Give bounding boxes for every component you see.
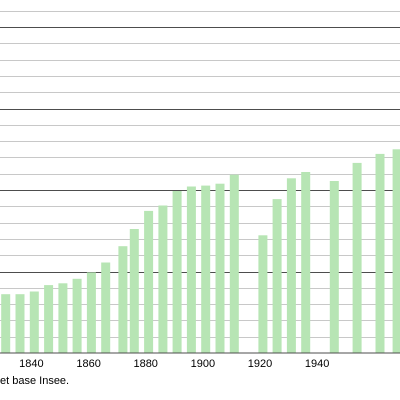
bar [352,162,362,353]
bar [129,229,139,353]
bar [72,278,82,353]
bar [229,174,239,353]
bar [392,149,400,353]
bar [172,191,182,353]
bar [86,272,96,353]
bar [15,294,25,353]
bar [118,246,128,353]
bar [158,205,168,353]
x-tick-labels: 1840 1860 1880 1900 1920 1940 [19,358,329,370]
bar [215,183,225,353]
bar [58,283,68,353]
source-note: et base Insee. [0,375,70,387]
bar [144,210,154,353]
bar [375,153,385,353]
x-tick-label: 1880 [133,358,157,370]
bar [272,199,282,353]
bar [201,185,211,353]
bars [1,149,400,353]
bar [301,172,311,353]
x-tick-label: 1840 [19,358,43,370]
x-tick-label: 1940 [305,358,329,370]
bar [286,178,296,353]
bar [258,235,268,353]
bar [29,291,39,353]
bar [1,294,11,353]
gridlines [0,11,400,338]
x-tick-label: 1920 [248,358,272,370]
bar [44,285,54,353]
bar [329,181,339,353]
x-tick-label: 1900 [191,358,215,370]
bar [101,262,111,353]
x-tick-label: 1860 [76,358,100,370]
bar [186,186,196,353]
